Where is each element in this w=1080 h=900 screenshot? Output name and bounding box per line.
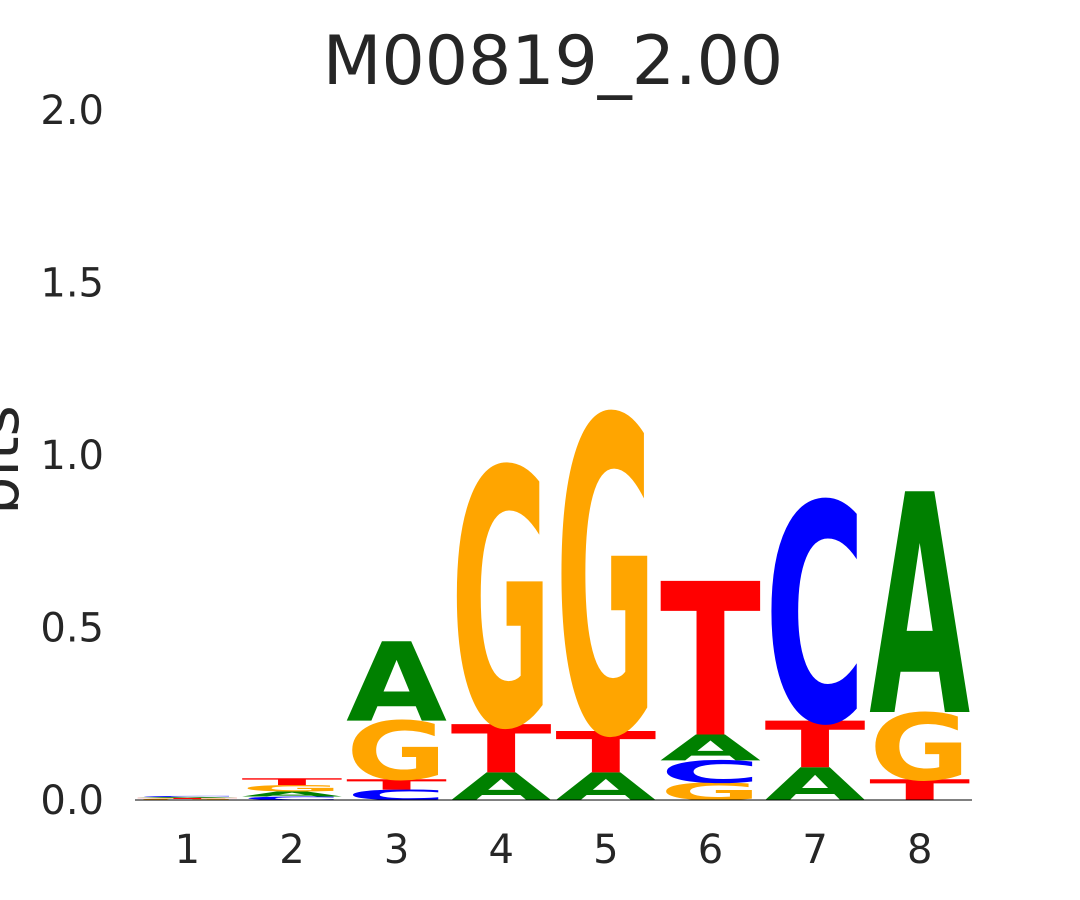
logo-letter-a: A [346,621,447,747]
logo-letter-a: A [660,727,761,769]
logo-letter-c: C [137,796,238,798]
x-tick-label: 2 [279,827,304,873]
letter-stacks: GTACCAGTCTGAATGATGGCATATCTGA [137,331,971,834]
x-tick-label: 4 [488,827,513,873]
logo-letter-c: C [346,787,447,804]
logo-letter-g: G [241,783,342,793]
logo-letter-t: T [451,712,552,789]
x-tick-label: 8 [907,827,932,873]
x-tick-label: 5 [593,827,618,873]
logo-letter-c: C [660,754,761,790]
y-axis-label: bits [0,405,33,515]
logo-letter-c: C [241,796,342,801]
y-tick-label: 0.5 [40,606,104,652]
logo-letter-t: T [241,776,342,787]
logo-letter-t: T [869,774,970,807]
logo-letter-c: C [765,443,866,793]
logo-letter-a: A [869,431,970,783]
logo-letter-t: T [765,708,866,783]
logo-letter-a: A [555,765,656,809]
logo-letter-a: A [137,797,238,799]
logo-letter-a: A [241,790,343,798]
x-tick-labels: 1 2 3 4 5 6 7 8 [175,827,933,873]
logo-letter-g: G [660,778,761,806]
logo-letter-g: G [555,331,656,834]
x-tick-label: 7 [802,827,827,873]
y-tick-label: 2.0 [40,88,104,134]
logo-letter-a: A [451,765,552,809]
y-tick-label: 1.0 [40,433,104,479]
x-tick-label: 6 [698,827,723,873]
logo-letter-t: T [137,798,238,800]
logo-letter-t: T [660,539,761,784]
y-tick-label: 1.5 [40,261,104,307]
logo-letter-a: A [765,759,867,812]
y-tick-labels: 0.0 0.5 1.0 1.5 2.0 [40,88,104,824]
y-tick-label: 0.0 [40,778,104,824]
chart-title: M00819_2.00 [323,22,783,101]
logo-letter-g: G [346,705,447,799]
logo-letter-t: T [346,776,447,793]
x-tick-label: 1 [175,827,200,873]
x-tick-label: 3 [384,827,409,873]
logo-letter-g: G [451,398,552,808]
logo-letter-t: T [555,720,656,786]
logo-letter-g: G [869,694,970,802]
